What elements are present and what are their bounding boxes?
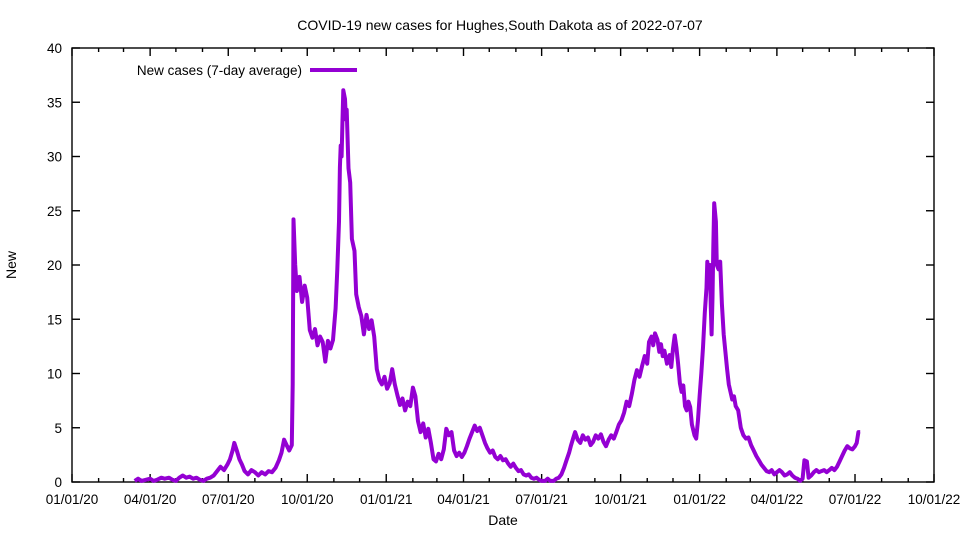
y-tick-label: 35 [47, 95, 62, 110]
data-series [133, 88, 861, 483]
y-tick-label: 10 [47, 367, 62, 382]
chart-title: COVID-19 new cases for Hughes,South Dako… [297, 17, 703, 33]
y-tick-label: 30 [47, 150, 62, 165]
x-tick-label: 10/01/21 [594, 492, 647, 507]
axis-tick-labels: 01/01/20 04/01/20 07/01/20 10/01/20 01/01/21… [46, 41, 960, 507]
legend: New cases (7-day average) [137, 63, 357, 78]
y-axis-label: New [3, 250, 19, 279]
legend-label: New cases (7-day average) [137, 63, 302, 78]
y-tick-label: 40 [47, 41, 62, 56]
y-tick-label: 20 [47, 258, 62, 273]
y-tick-label: 5 [54, 421, 62, 436]
plot-border [71, 47, 935, 483]
x-tick-label: 04/01/21 [437, 492, 490, 507]
x-axis-label: Date [488, 512, 518, 528]
y-tick-label: 15 [47, 312, 62, 327]
x-tick-label: 07/01/21 [515, 492, 568, 507]
x-tick-label: 10/01/20 [281, 492, 334, 507]
x-tick-label: 04/01/22 [751, 492, 804, 507]
y-tick-label: 25 [47, 204, 62, 219]
x-tick-label: 07/01/22 [829, 492, 882, 507]
series-line-new-cases [133, 88, 861, 483]
x-tick-label: 01/01/21 [360, 492, 413, 507]
x-tick-label: 01/01/22 [673, 492, 726, 507]
x-tick-label: 10/01/22 [908, 492, 960, 507]
axis-ticks [71, 47, 935, 483]
y-tick-label: 0 [54, 475, 62, 490]
x-tick-label: 01/01/20 [46, 492, 99, 507]
x-tick-label: 04/01/20 [124, 492, 177, 507]
x-tick-label: 07/01/20 [202, 492, 255, 507]
